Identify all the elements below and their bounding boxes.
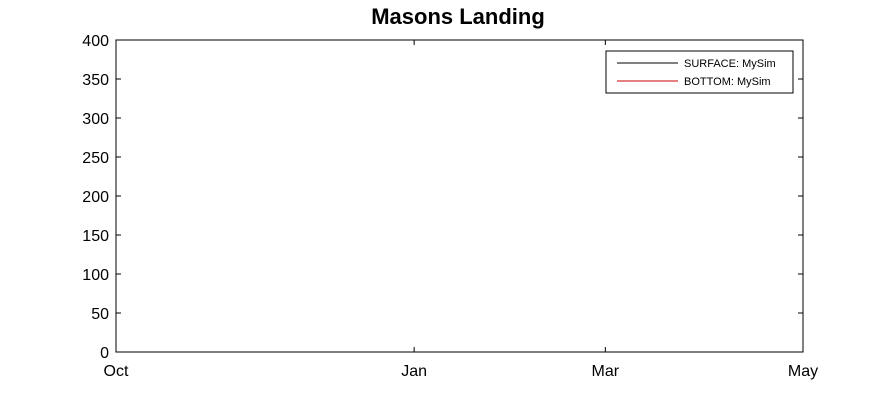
x-axis: Oct Jan Mar May [104, 40, 818, 380]
x-tick-label: Oct [104, 363, 129, 380]
y-tick-label: 400 [82, 33, 109, 50]
y-tick-label: 0 [100, 345, 109, 362]
legend-box [605, 50, 794, 94]
chart-title: Masons Landing [371, 4, 545, 29]
x-tick-label: Mar [592, 363, 620, 380]
y-tick-label: 250 [82, 150, 109, 167]
legend-label-bottom: BOTTOM: MySim [684, 76, 771, 88]
y-tick-label: 350 [82, 72, 109, 89]
y-tick-label: 200 [82, 189, 109, 206]
y-axis: 0 50 100 150 200 250 300 350 400 [82, 33, 803, 362]
y-tick-label: 300 [82, 111, 109, 128]
y-tick-label: 150 [82, 228, 109, 245]
y-tick-label: 50 [91, 306, 109, 323]
x-tick-label: May [788, 363, 818, 380]
x-tick-label: Jan [401, 363, 427, 380]
y-tick-label: 100 [82, 267, 109, 284]
legend: SURFACE: MySim BOTTOM: MySim [605, 50, 794, 94]
legend-label-surface: SURFACE: MySim [684, 58, 776, 70]
